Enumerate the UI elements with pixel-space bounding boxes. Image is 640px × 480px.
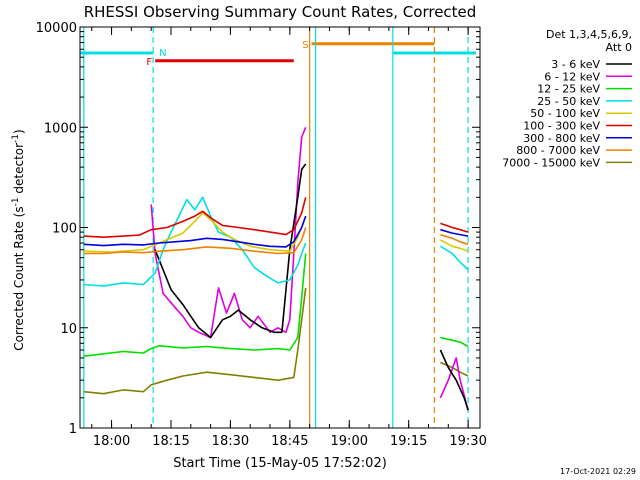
- y-axis-label-superscript: -1: [11, 134, 21, 143]
- legend-label: 3 - 6 keV: [551, 58, 600, 71]
- y-axis-ticks: 1 10 100 1000 10000: [36, 21, 480, 437]
- y-tick-label: 10000: [36, 21, 77, 36]
- series-line: [439, 245, 469, 271]
- legend-label: 800 - 7000 keV: [516, 144, 600, 157]
- series-line: [83, 215, 307, 248]
- x-tick-label: 18:00: [93, 434, 130, 449]
- series-line: [154, 163, 307, 339]
- series-line: [440, 239, 469, 252]
- series-lines: [83, 126, 469, 411]
- y-axis-label-superscript: -1: [11, 197, 21, 206]
- series-line: [150, 126, 307, 339]
- y-tick-label: 100: [52, 222, 77, 237]
- y-tick-label: 1000: [44, 121, 77, 136]
- x-axis-ticks: 18:00 18:15 18:30 18:45 19:00 19:15 19:30: [91, 27, 487, 449]
- series-line: [440, 233, 469, 246]
- y-axis-label-part: detector: [12, 143, 26, 198]
- series-line: [83, 196, 307, 287]
- legend-attenuator: Att 0: [606, 41, 632, 54]
- series-line: [440, 222, 469, 233]
- legend-label: 300 - 800 keV: [523, 132, 600, 145]
- y-tick-label: 1: [69, 422, 77, 437]
- series-line: [83, 212, 307, 253]
- series-line: [83, 287, 307, 395]
- series-line: [440, 228, 469, 237]
- legend-label: 100 - 300 keV: [523, 120, 600, 133]
- footer-timestamp: 17-Oct-2021 02:29: [560, 467, 636, 476]
- y-axis-label-part: Corrected Count Rate (s: [12, 206, 26, 350]
- series-line: [439, 349, 469, 411]
- series-line: [440, 336, 469, 348]
- series-line: [439, 357, 469, 411]
- flag-label: F: [146, 57, 152, 68]
- y-axis-label: Corrected Count Rate (s-1 detector-1): [11, 129, 26, 350]
- legend-label: 12 - 25 keV: [537, 83, 600, 96]
- series-line: [83, 253, 307, 357]
- legend-label: 6 - 12 keV: [544, 70, 600, 83]
- flag-label: S: [302, 40, 308, 51]
- legend-label: 25 - 50 keV: [537, 95, 600, 108]
- series-line: [83, 227, 307, 255]
- x-tick-label: 19:30: [449, 434, 486, 449]
- series-line: [83, 197, 307, 238]
- y-tick-label: 10: [60, 322, 77, 337]
- legend-title: Det 1,3,4,5,6,9,: [546, 28, 632, 41]
- chart-title: RHESSI Observing Summary Count Rates, Co…: [84, 3, 477, 21]
- flag-label: N: [159, 48, 166, 59]
- x-tick-label: 18:30: [212, 434, 249, 449]
- legend-label: 7000 - 15000 keV: [502, 156, 600, 169]
- x-tick-label: 18:45: [271, 434, 308, 449]
- x-tick-label: 19:15: [390, 434, 427, 449]
- flag-bars: NF S: [80, 40, 477, 68]
- x-axis-label: Start Time (15-May-05 17:52:02): [173, 456, 387, 471]
- legend-label: 50 - 100 keV: [530, 107, 600, 120]
- x-tick-label: 19:00: [331, 434, 368, 449]
- y-axis-label-part: ): [12, 129, 26, 134]
- x-tick-label: 18:15: [152, 434, 189, 449]
